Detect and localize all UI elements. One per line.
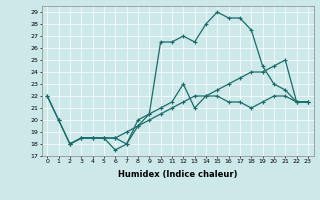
X-axis label: Humidex (Indice chaleur): Humidex (Indice chaleur) — [118, 170, 237, 179]
